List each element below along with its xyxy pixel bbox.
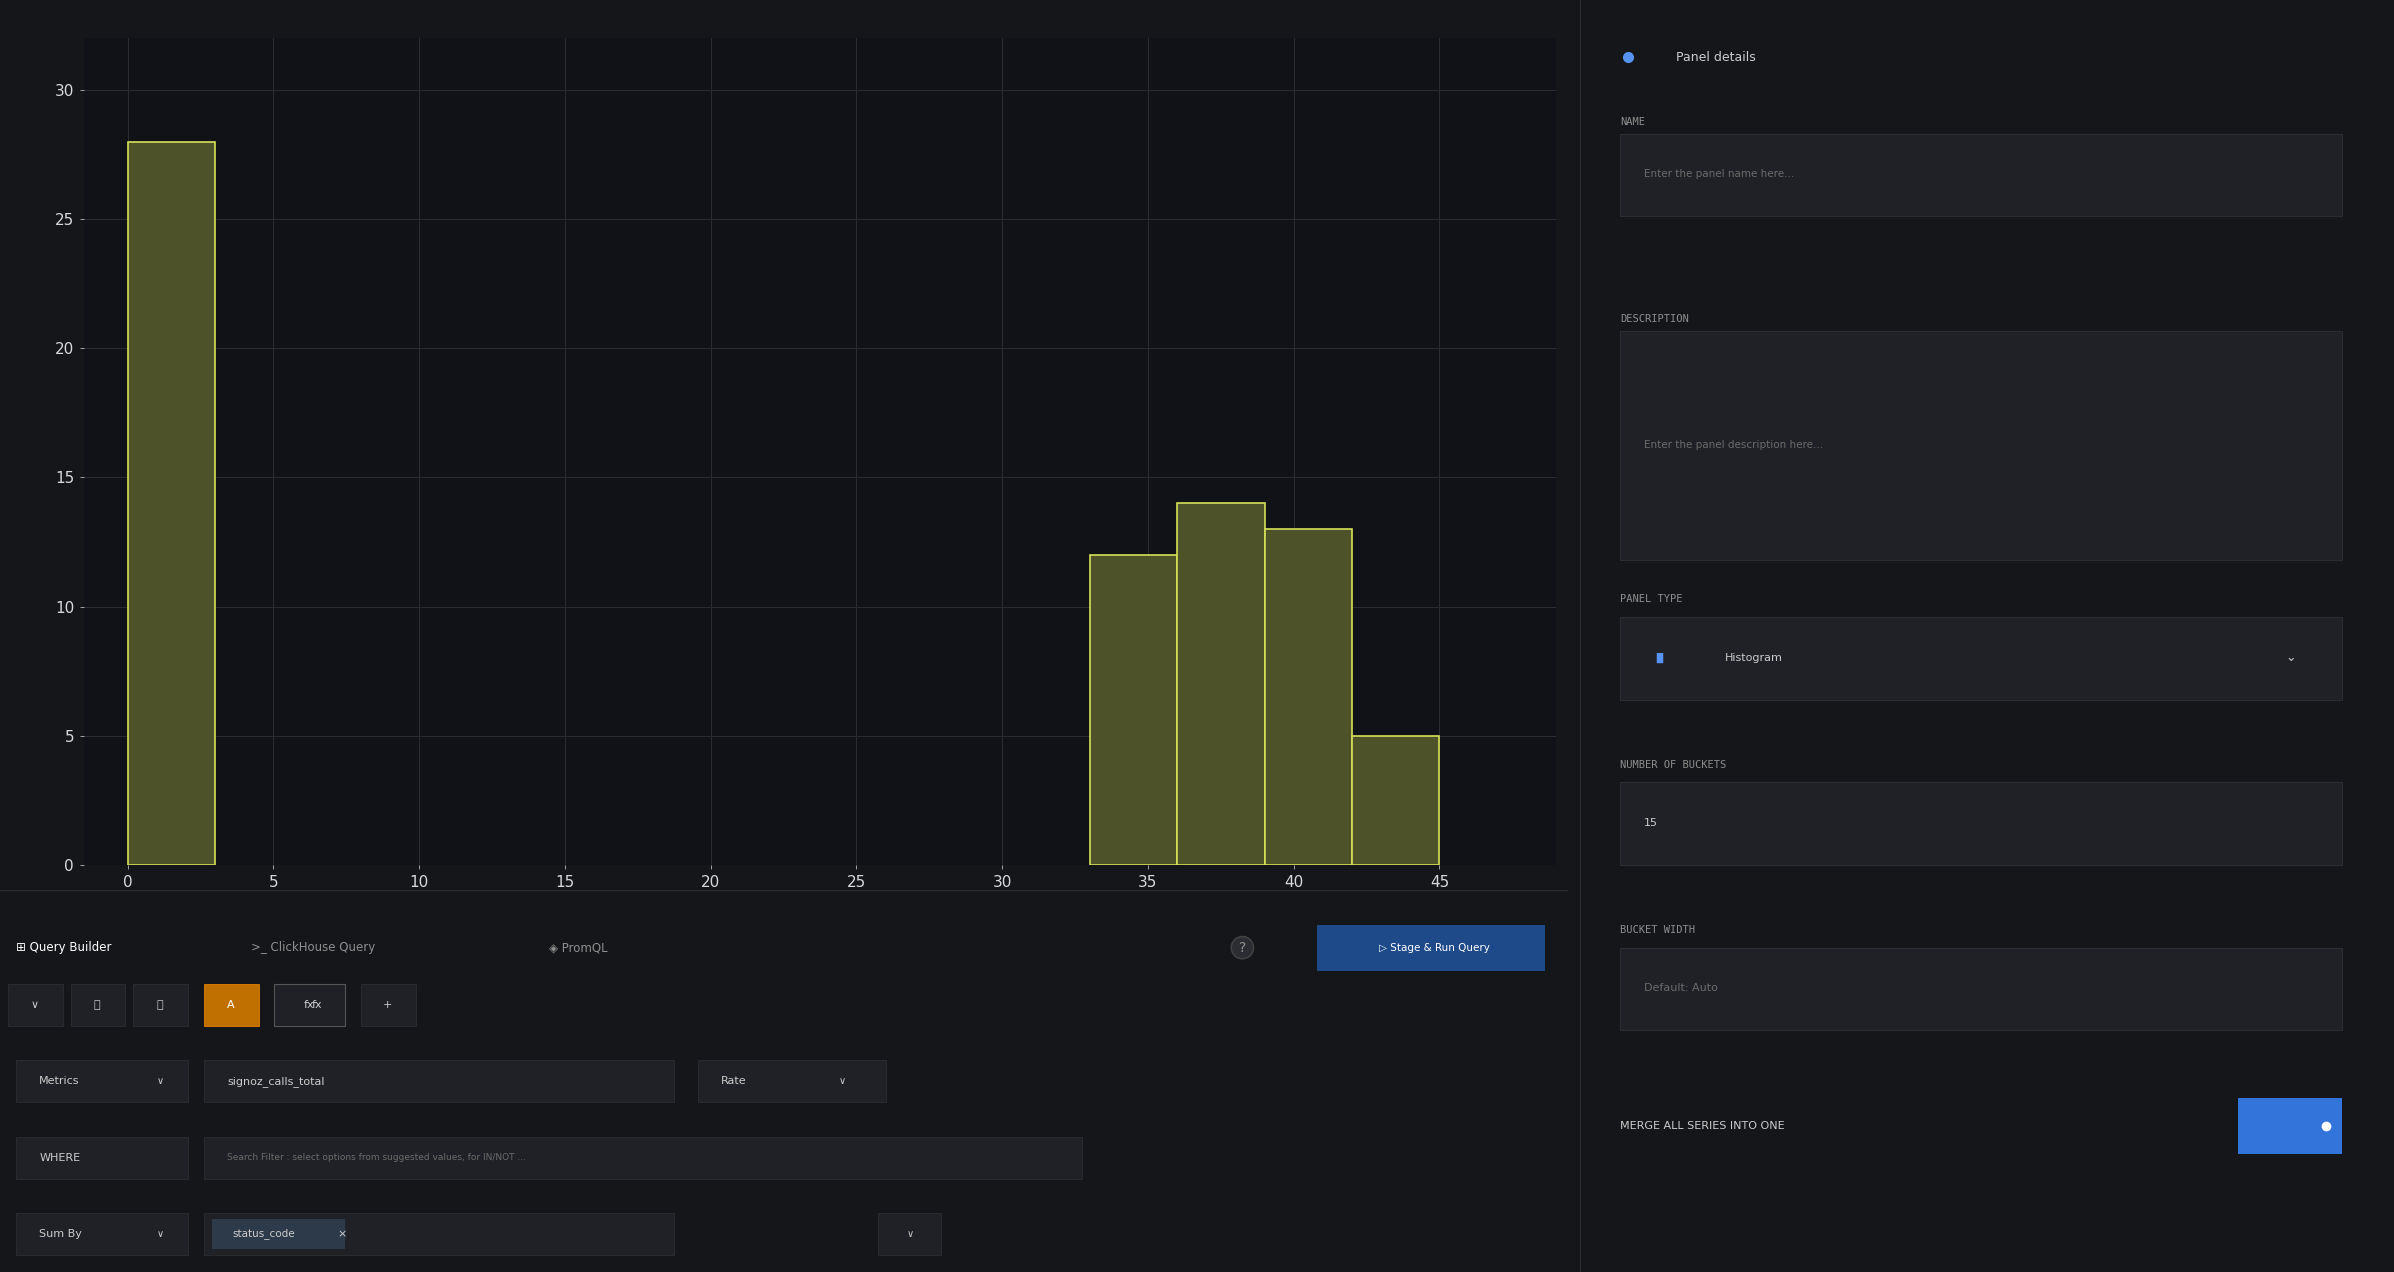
Text: >_ ClickHouse Query: >_ ClickHouse Query [251,941,376,954]
Text: Default: Auto: Default: Auto [1645,983,1719,993]
Text: +: + [383,1000,393,1010]
Bar [17,1137,189,1178]
Text: DESCRIPTION: DESCRIPTION [1621,314,1688,324]
Text: fx: fx [304,1000,314,1010]
Text: Panel details: Panel details [1676,51,1757,64]
Text: ∨: ∨ [907,1229,915,1239]
Text: NAME: NAME [1621,117,1645,127]
Bar [697,1061,886,1102]
Bar [203,1213,675,1254]
Text: NUMBER OF BUCKETS: NUMBER OF BUCKETS [1621,759,1726,770]
Text: Rate: Rate [721,1076,747,1086]
Bar [211,1219,345,1249]
Bar [1621,617,2341,700]
Text: ◈ PromQL: ◈ PromQL [548,941,608,954]
Text: Search Filter : select options from suggested values, for IN/NOT ...: Search Filter : select options from sugg… [227,1152,527,1163]
Bar [275,985,345,1025]
Text: ▐▌: ▐▌ [1652,653,1666,663]
Bar [2238,1098,2341,1154]
Bar [290,985,345,1025]
Bar [203,1061,675,1102]
Bar [1317,925,1544,971]
Bar [7,985,62,1025]
Text: ⌄: ⌄ [2286,651,2296,664]
Text: PANEL TYPE: PANEL TYPE [1621,594,1683,604]
Bar [127,141,215,865]
Bar [203,1137,1082,1178]
Bar [17,1213,189,1254]
Text: BUCKET WIDTH: BUCKET WIDTH [1621,925,1695,935]
Text: Sum By: Sum By [38,1229,81,1239]
Text: fx: fx [311,1000,323,1010]
Text: ∨: ∨ [158,1076,163,1086]
Text: Metrics: Metrics [38,1076,79,1086]
Bar [1621,782,2341,865]
Bar [69,985,124,1025]
Text: ×: × [338,1229,347,1239]
Bar [17,1061,189,1102]
Text: status_code: status_code [232,1229,294,1239]
Text: ?: ? [1238,940,1245,955]
Bar [1353,735,1439,865]
Text: MERGE ALL SERIES INTO ONE: MERGE ALL SERIES INTO ONE [1621,1121,1786,1131]
Bar [1178,504,1264,865]
Bar [1621,331,2341,560]
Text: Enter the panel name here...: Enter the panel name here... [1645,169,1796,179]
Bar [879,1213,941,1254]
Text: signoz_calls_total: signoz_calls_total [227,1076,326,1086]
Text: ⧉: ⧉ [156,1000,163,1010]
Bar [1621,134,2341,216]
Text: 15: 15 [1645,818,1659,828]
Text: WHERE: WHERE [38,1152,81,1163]
Text: ∨: ∨ [31,1000,38,1010]
Text: 👁: 👁 [93,1000,101,1010]
Bar [1621,948,2341,1030]
Text: ▷ Stage & Run Query: ▷ Stage & Run Query [1379,943,1489,953]
Text: Enter the panel description here...: Enter the panel description here... [1645,440,1824,450]
Text: ⊞ Query Builder: ⊞ Query Builder [17,941,110,954]
Text: A: A [227,1000,235,1010]
Bar [134,985,189,1025]
Bar [1264,529,1353,865]
Text: Histogram: Histogram [1724,653,1781,663]
Text: ∨: ∨ [158,1229,163,1239]
Bar [1089,555,1178,865]
Bar [361,985,417,1025]
Text: ∨: ∨ [838,1076,845,1086]
Bar [203,985,259,1025]
